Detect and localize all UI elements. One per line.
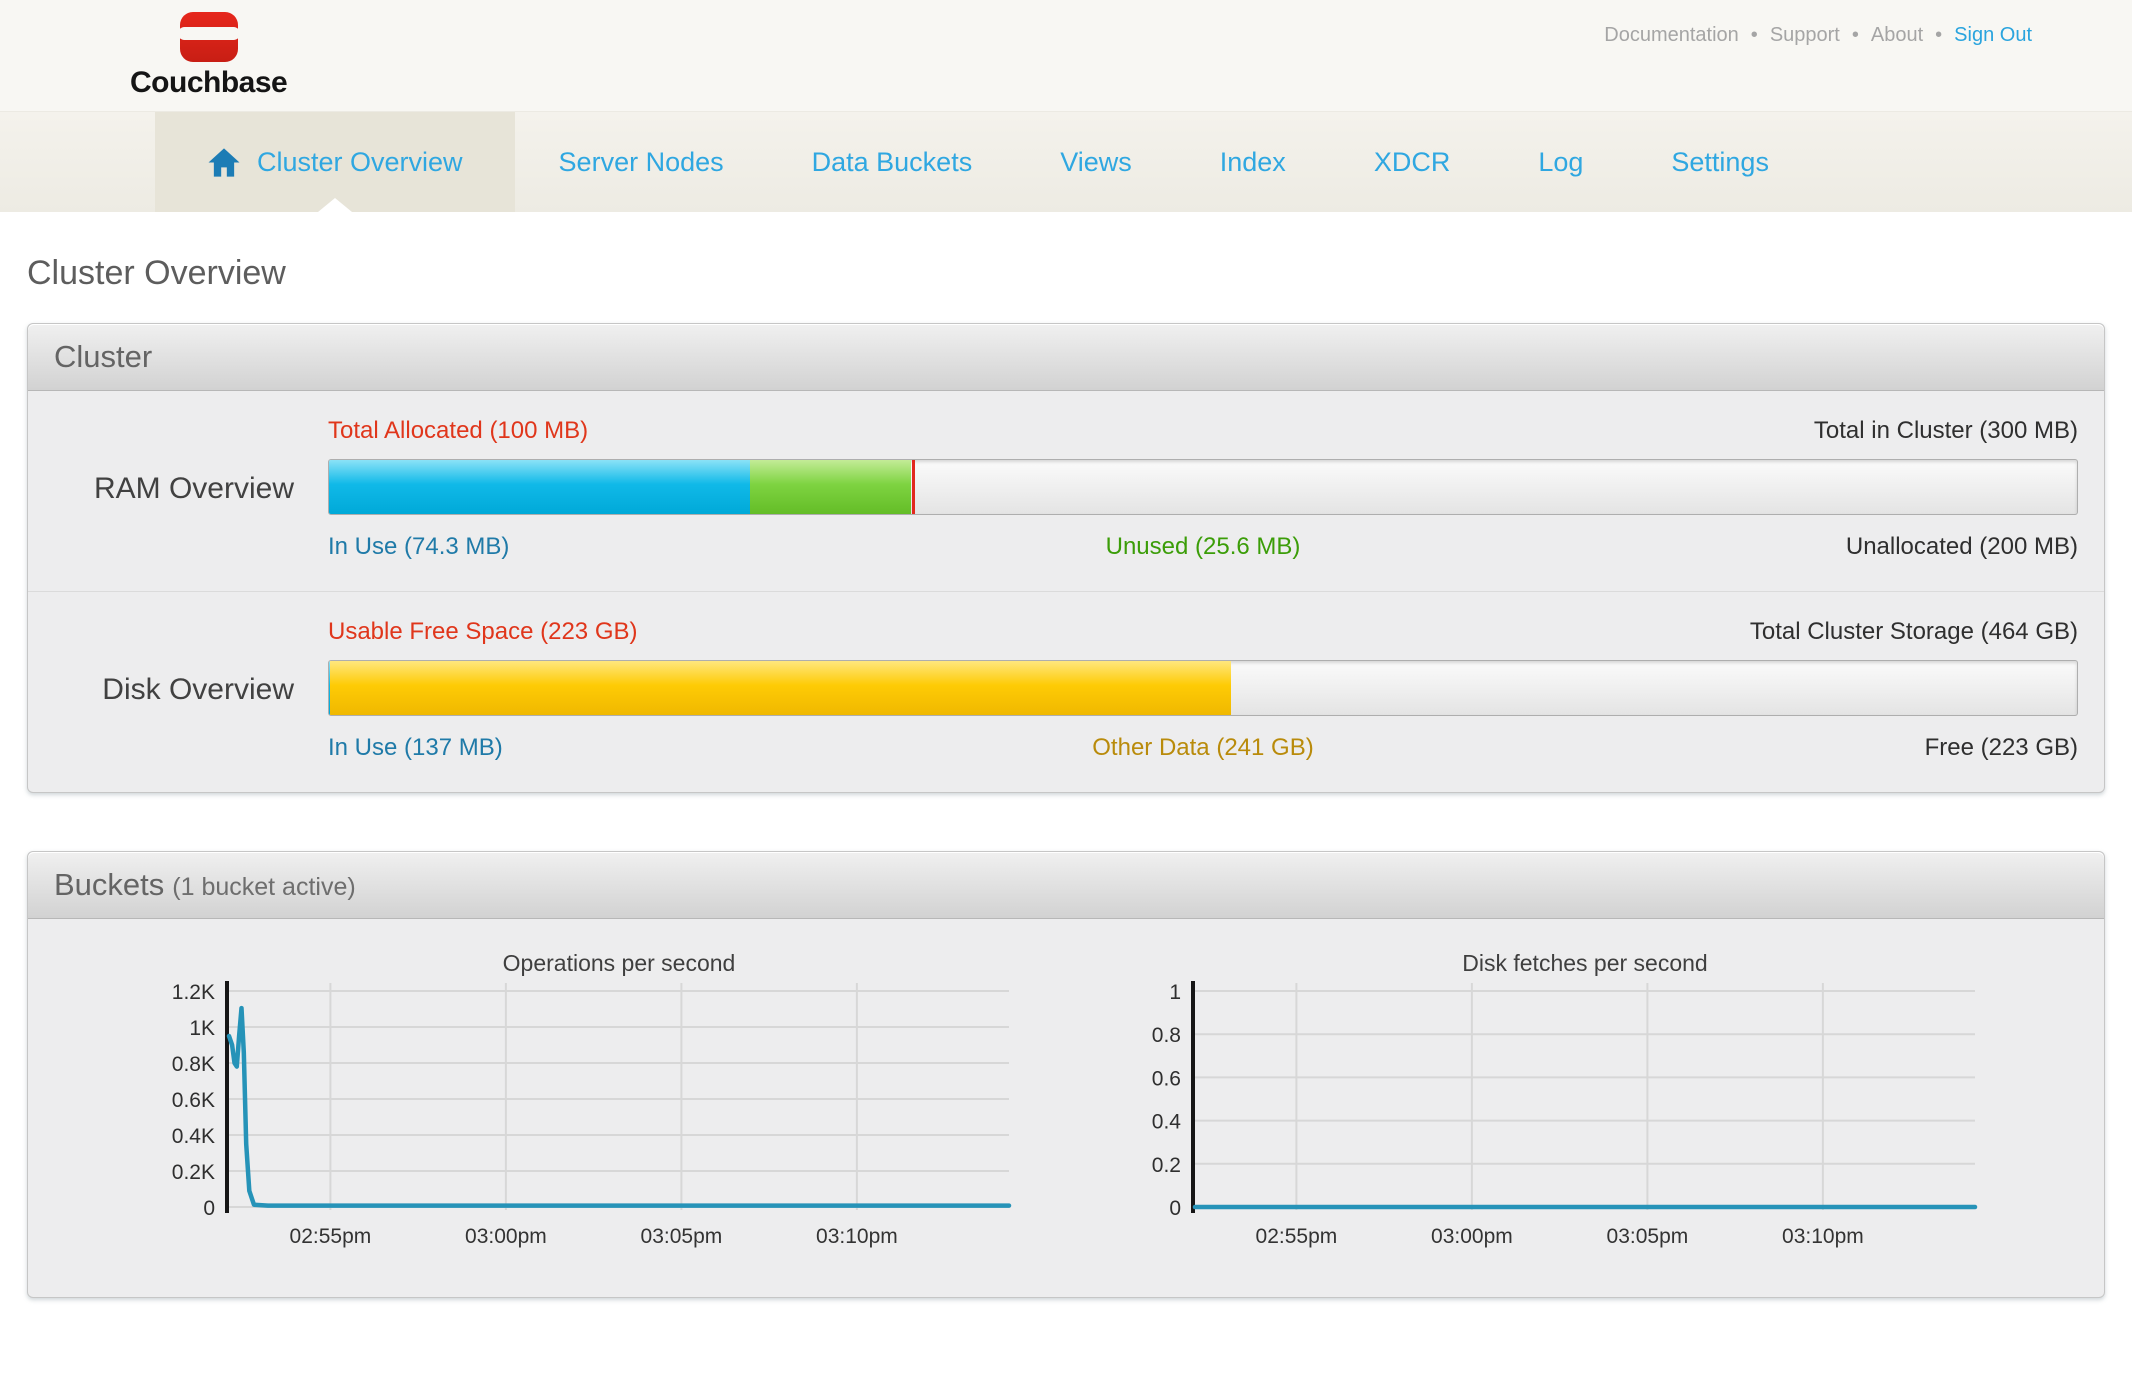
disk-other-data-label: Other Data (241 GB)	[1092, 734, 1314, 761]
brand: Couchbase	[130, 0, 288, 100]
link-separator: •	[1750, 24, 1758, 46]
tab-log[interactable]: Log	[1494, 112, 1627, 212]
link-separator: •	[1935, 24, 1943, 46]
disk-in-use-label: In Use (137 MB)	[328, 734, 503, 761]
svg-text:1K: 1K	[190, 1017, 216, 1040]
buckets-panel-title: Buckets	[54, 867, 165, 902]
tab-label: Views	[1060, 146, 1132, 177]
svg-text:0.8: 0.8	[1151, 1024, 1180, 1047]
tab-views[interactable]: Views	[1016, 112, 1176, 212]
disk-usage-bar	[328, 660, 2078, 716]
svg-text:0.2: 0.2	[1151, 1154, 1180, 1177]
tab-label: Log	[1538, 146, 1584, 177]
ram-in-use-segment	[329, 460, 751, 514]
buckets-panel-subtitle: (1 bucket active)	[172, 873, 356, 901]
tab-settings[interactable]: Settings	[1627, 112, 1813, 212]
svg-text:0: 0	[204, 1197, 216, 1220]
ram-total-allocated-label: Total Allocated (100 MB)	[328, 417, 589, 444]
svg-text:0.4K: 0.4K	[172, 1125, 215, 1148]
ram-in-use-label: In Use (74.3 MB)	[328, 533, 510, 560]
toplink-about[interactable]: About	[1870, 24, 1924, 46]
buckets-panel-header: Buckets (1 bucket active)	[28, 852, 2104, 919]
svg-text:0.2K: 0.2K	[172, 1161, 215, 1184]
disk-usable-free-space-label: Usable Free Space (223 GB)	[328, 618, 638, 645]
tab-label: Cluster Overview	[257, 146, 463, 177]
svg-text:0.4: 0.4	[1151, 1111, 1181, 1134]
ram-usage-bar	[328, 459, 2078, 515]
disk-free-label: Free (223 GB)	[1924, 734, 2078, 761]
home-icon	[207, 147, 241, 178]
cluster-panel-title: Cluster	[54, 339, 153, 374]
svg-text:1: 1	[1169, 981, 1181, 1004]
svg-text:0: 0	[1169, 1197, 1181, 1220]
svg-text:0.6: 0.6	[1151, 1067, 1180, 1090]
svg-text:0.8K: 0.8K	[172, 1053, 215, 1076]
svg-text:03:10pm: 03:10pm	[1782, 1225, 1864, 1248]
tab-label: Server Nodes	[558, 146, 724, 177]
cluster-panel-header: Cluster	[28, 324, 2104, 391]
svg-text:1.2K: 1.2K	[172, 981, 215, 1004]
main-nav: Cluster Overview Server Nodes Data Buckets…	[0, 112, 2132, 212]
toplink-support[interactable]: Support	[1769, 24, 1840, 46]
ram-total-in-cluster-label: Total in Cluster (300 MB)	[1813, 417, 2078, 444]
ram-overview-label: RAM Overview	[93, 472, 294, 505]
svg-text:02:55pm: 02:55pm	[1255, 1225, 1337, 1248]
brand-name: Couchbase	[130, 66, 288, 99]
disk-total-storage-label: Total Cluster Storage (464 GB)	[1749, 618, 2078, 645]
svg-text:03:05pm: 03:05pm	[641, 1225, 723, 1248]
buckets-panel: Buckets (1 bucket active) 02:55pm 03:00pm 0…	[27, 851, 2105, 1298]
top-links: Documentation • Support • About • Sign Out	[1604, 0, 2032, 47]
tab-server-nodes[interactable]: Server Nodes	[515, 112, 768, 212]
tab-xdcr[interactable]: XDCR	[1330, 112, 1495, 212]
disk-fetches-per-second-chart: 02:55pm 03:00pm 03:05pm 03:10pm 1 0.8 0.6 0.4 0.…	[1109, 945, 1989, 1259]
cluster-panel-body: RAM Overview Total Allocated (100 MB) To…	[28, 391, 2104, 792]
toplink-documentation[interactable]: Documentation	[1604, 24, 1739, 46]
svg-text:0.6K: 0.6K	[172, 1089, 215, 1112]
svg-text:03:05pm: 03:05pm	[1606, 1225, 1688, 1248]
svg-text:03:10pm: 03:10pm	[816, 1225, 898, 1248]
svg-text:03:00pm: 03:00pm	[465, 1225, 547, 1248]
ram-overview-row: RAM Overview Total Allocated (100 MB) To…	[28, 391, 2104, 591]
tab-index[interactable]: Index	[1176, 112, 1330, 212]
svg-text:Operations per second: Operations per second	[503, 950, 736, 976]
couchbase-logo-icon	[177, 12, 240, 62]
ram-unused-label: Unused (25.6 MB)	[1105, 533, 1301, 560]
disk-overview-label: Disk Overview	[102, 673, 294, 706]
tab-label: Settings	[1671, 146, 1769, 177]
ram-allocated-marker	[911, 460, 915, 514]
ram-unused-segment	[750, 460, 912, 514]
tab-data-buckets[interactable]: Data Buckets	[768, 112, 1017, 212]
toplink-sign-out[interactable]: Sign Out	[1954, 24, 2032, 46]
ram-unallocated-label: Unallocated (200 MB)	[1845, 533, 2078, 560]
operations-per-second-chart: 02:55pm 03:00pm 03:05pm 03:10pm 1.2K 1K 0.8K 0.…	[143, 945, 1023, 1259]
top-bar: Couchbase Documentation • Support • About • Si…	[0, 0, 2132, 112]
tab-label: Index	[1219, 146, 1286, 177]
link-separator: •	[1851, 24, 1859, 46]
page-title: Cluster Overview	[27, 254, 286, 292]
cluster-panel: Cluster RAM Overview Total Allocated (10…	[27, 323, 2105, 793]
tab-label: Data Buckets	[811, 146, 973, 177]
tab-cluster-overview[interactable]: Cluster Overview	[155, 112, 515, 212]
svg-text:Disk fetches per second: Disk fetches per second	[1462, 950, 1707, 976]
disk-other-data-segment	[329, 661, 1232, 715]
svg-text:03:00pm: 03:00pm	[1431, 1225, 1513, 1248]
main-content: Cluster Overview Cluster RAM Overview To…	[0, 254, 2132, 1386]
svg-text:02:55pm: 02:55pm	[290, 1225, 372, 1248]
disk-overview-row: Disk Overview Usable Free Space (223 GB)…	[28, 591, 2104, 792]
tab-label: XDCR	[1373, 146, 1451, 177]
disk-in-use-segment	[329, 661, 330, 715]
buckets-panel-body: 02:55pm 03:00pm 03:05pm 03:10pm 1.2K 1K 0.8K 0.…	[28, 919, 2104, 1297]
